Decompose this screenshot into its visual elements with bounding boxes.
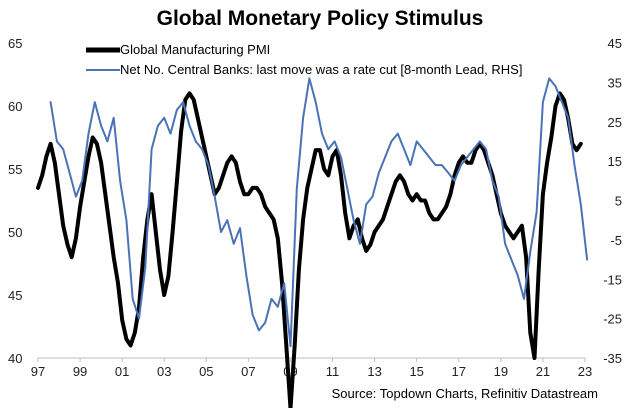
x-tick-label: 21 [536,364,550,379]
legend: Global Manufacturing PMI Net No. Central… [86,42,522,77]
left-tick-label: 55 [8,162,22,177]
left-tick-label: 50 [8,225,22,240]
series-line-central-banks [49,77,589,348]
left-tick-label: 60 [8,99,22,114]
x-tick-label: 13 [367,364,381,379]
left-y-axis: 40 45 50 55 60 65 [8,36,22,366]
series-line-pmi [36,91,583,408]
x-tick-label: 17 [452,364,466,379]
right-tick-label: -35 [603,351,622,366]
x-tick-label: 15 [409,364,423,379]
right-tick-label: -25 [603,312,622,327]
x-tick-label: 19 [494,364,508,379]
chart-title: Global Monetary Policy Stimulus [157,7,484,30]
right-y-axis: -35 -25 -15 -5 5 15 25 35 45 [603,36,622,366]
right-tick-label: 35 [608,75,622,90]
right-tick-label: 5 [615,194,622,209]
x-tick-label: 05 [199,364,213,379]
legend-label-central-banks: Net No. Central Banks: last move was a r… [120,62,522,77]
x-tick-label: 07 [241,364,255,379]
x-tick-label: 97 [31,364,45,379]
right-tick-label: 15 [608,154,622,169]
x-tick-label: 11 [326,364,340,379]
plot-area [36,77,589,408]
source-note: Source: Topdown Charts, Refinitiv Datast… [332,386,598,401]
right-tick-label: -15 [603,272,622,287]
x-tick-label: 01 [115,364,129,379]
x-tick-label: 23 [578,364,592,379]
right-tick-label: 45 [608,36,622,51]
legend-label-pmi: Global Manufacturing PMI [120,42,270,57]
right-tick-label: 25 [608,115,622,130]
x-axis: 97 99 01 03 05 07 09 11 13 15 17 19 21 23 [31,358,592,379]
left-tick-label: 45 [8,288,22,303]
x-tick-label: 99 [73,364,87,379]
x-tick-label: 09 [283,364,297,379]
right-tick-label: -5 [610,233,622,248]
left-tick-label: 65 [8,36,22,51]
left-tick-label: 40 [8,351,22,366]
x-tick-label: 03 [157,364,171,379]
